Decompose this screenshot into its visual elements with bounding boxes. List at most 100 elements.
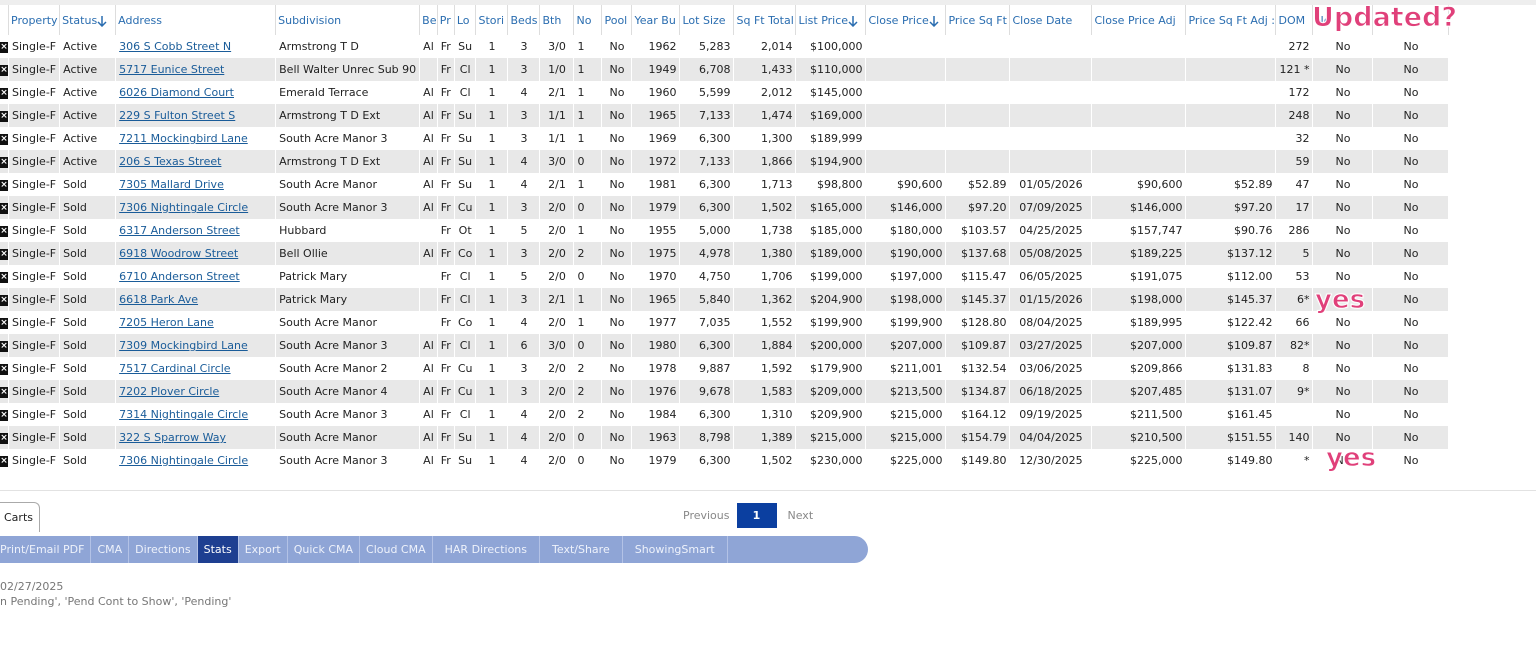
address-link[interactable]: 6317 Anderson Street [119, 224, 240, 237]
toolbar-button[interactable]: Text/Share [540, 536, 623, 563]
table-cell: No [1372, 426, 1450, 449]
remove-icon[interactable]: × [0, 110, 8, 122]
cell-text: 3 [520, 385, 528, 398]
address-link[interactable]: 206 S Texas Street [119, 155, 222, 168]
remove-icon[interactable]: × [0, 179, 8, 191]
address-link[interactable]: 7306 Nightingale Circle [119, 454, 249, 467]
toolbar-button[interactable]: Quick CMA [288, 536, 361, 563]
page-button[interactable]: 1 [736, 503, 777, 528]
address-link[interactable]: 322 S Sparrow Way [119, 431, 227, 444]
address-link[interactable]: 7205 Heron Lane [119, 316, 214, 329]
column-header[interactable]: Lo [454, 5, 477, 35]
remove-icon[interactable]: × [0, 225, 8, 237]
column-header[interactable]: Close Price Adj [1091, 5, 1187, 35]
cell-text: $209,866 [1129, 362, 1183, 375]
cell-text: Fr [440, 454, 451, 467]
remove-icon[interactable]: × [0, 455, 8, 467]
column-header[interactable]: Close Date [1009, 5, 1093, 35]
remove-icon[interactable]: × [0, 386, 8, 398]
column-header[interactable]: Pool [601, 5, 633, 35]
remove-icon[interactable]: × [0, 363, 8, 375]
column-header[interactable]: DOM [1275, 5, 1314, 35]
address-link[interactable]: 5717 Eunice Street [119, 63, 225, 76]
remove-icon[interactable]: × [0, 340, 8, 352]
toolbar-button[interactable]: Print/Email PDF [0, 536, 92, 563]
remove-icon[interactable]: × [0, 87, 8, 99]
previous-button[interactable]: Previous [683, 509, 730, 522]
cell-text: Al [423, 408, 434, 421]
column-header[interactable]: Ne [1312, 5, 1374, 35]
remove-icon[interactable]: × [0, 317, 8, 329]
address-link[interactable]: 7314 Nightingale Circle [119, 408, 249, 421]
remove-icon[interactable]: × [0, 202, 8, 214]
table-cell: $207,000 [1091, 334, 1187, 357]
address-link[interactable]: 7306 Nightingale Circle [119, 201, 249, 214]
column-header[interactable]: Pr [437, 5, 455, 35]
table-cell [1009, 150, 1093, 173]
address-link[interactable]: 6618 Park Ave [119, 293, 199, 306]
column-header[interactable]: Year Bu [631, 5, 681, 35]
address-link[interactable]: 306 S Cobb Street N [119, 40, 232, 53]
table-row: × Single-F Sold 7309 Mockingbird Lane South … [0, 334, 1450, 357]
column-header[interactable]: Bth [539, 5, 575, 35]
cell-text: Fr [440, 201, 451, 214]
next-button[interactable]: Next [787, 509, 814, 522]
remove-icon[interactable]: × [0, 41, 8, 53]
row-action: × [0, 334, 9, 357]
remove-icon[interactable]: × [0, 271, 8, 283]
cell-text: 6,300 [698, 201, 731, 214]
cell-text: 8 [1302, 362, 1310, 375]
remove-icon[interactable]: × [0, 64, 8, 76]
column-header[interactable]: Property [8, 5, 61, 35]
remove-icon[interactable]: × [0, 432, 8, 444]
column-header[interactable]: Lot Size [679, 5, 735, 35]
table-cell: No [601, 380, 633, 403]
toolbar-button[interactable]: Export [239, 536, 288, 563]
address-link[interactable]: 6710 Anderson Street [119, 270, 240, 283]
toolbar-button[interactable]: Stats [197, 536, 239, 563]
address-link[interactable]: 7202 Plover Circle [119, 385, 220, 398]
column-header[interactable]: Price Sq Ft [945, 5, 1011, 35]
table-cell: Sold [59, 265, 117, 288]
table-cell: South Acre Manor [275, 426, 421, 449]
remove-icon[interactable]: × [0, 248, 8, 260]
remove-icon[interactable]: × [0, 294, 8, 306]
address-link[interactable]: 7211 Mockingbird Lane [119, 132, 248, 145]
column-header[interactable]: Be [419, 5, 438, 35]
cell-text: 3 [520, 201, 528, 214]
cell-text: Al [423, 247, 434, 260]
toolbar-button[interactable]: ShowingSmart [623, 536, 728, 563]
column-header[interactable]: Address [115, 5, 277, 35]
address-link[interactable]: 6918 Woodrow Street [119, 247, 239, 260]
table-cell: Su [454, 173, 477, 196]
cell-text: No [609, 293, 625, 306]
table-cell: $110,000 [795, 58, 867, 81]
remove-icon[interactable]: × [0, 156, 8, 168]
column-header[interactable]: Beds [507, 5, 541, 35]
column-header[interactable]: List Price [795, 5, 867, 35]
column-header[interactable]: Stori [475, 5, 509, 35]
address-link[interactable]: 7517 Cardinal Circle [119, 362, 231, 375]
address-link[interactable]: 229 S Fulton Street S [119, 109, 236, 122]
tab[interactable]: Carts [0, 502, 40, 532]
column-header[interactable]: Subdivision [275, 5, 421, 35]
column-header[interactable]: Close Price [865, 5, 947, 35]
cell-text: Su [458, 40, 473, 53]
toolbar-button[interactable]: HAR Directions [433, 536, 541, 563]
table-cell: 1 [475, 196, 509, 219]
toolbar-button[interactable]: Cloud CMA [360, 536, 433, 563]
column-header[interactable]: Price Sq Ft Adj : [1185, 5, 1277, 35]
address-link[interactable]: 6026 Diamond Court [119, 86, 234, 99]
column-header[interactable]: Status [59, 5, 117, 35]
cell-text: South Acre Manor 4 [279, 385, 388, 398]
remove-icon[interactable]: × [0, 409, 8, 421]
toolbar-button[interactable]: CMA [91, 536, 130, 563]
column-header[interactable]: No [573, 5, 603, 35]
address-link[interactable]: 7309 Mockingbird Lane [119, 339, 248, 352]
address-link[interactable]: 7305 Mallard Drive [119, 178, 224, 191]
remove-icon[interactable]: × [0, 133, 8, 145]
cell-text: $151.55 [1226, 431, 1273, 444]
toolbar-button[interactable]: Directions [129, 536, 198, 563]
cell-text: 0 [577, 155, 585, 168]
column-header[interactable]: Sq Ft Total [733, 5, 797, 35]
